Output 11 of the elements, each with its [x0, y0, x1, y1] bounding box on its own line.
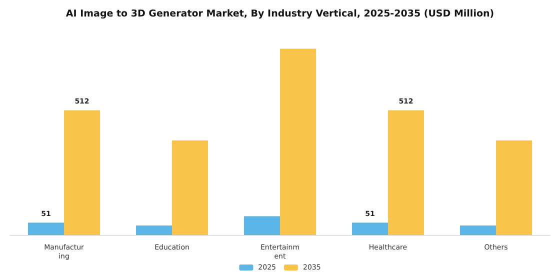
- bar: [460, 225, 496, 235]
- bar: [244, 216, 280, 235]
- bar: [28, 222, 64, 235]
- bar: [172, 140, 208, 235]
- bar: [496, 140, 532, 235]
- bar: [352, 222, 388, 235]
- bar: [388, 110, 424, 235]
- bar: [280, 48, 316, 235]
- bar: [136, 225, 172, 235]
- bar: [64, 110, 100, 235]
- chart-title: AI Image to 3D Generator Market, By Industry Vertical, 2025-2035 (USD Million): [66, 8, 494, 20]
